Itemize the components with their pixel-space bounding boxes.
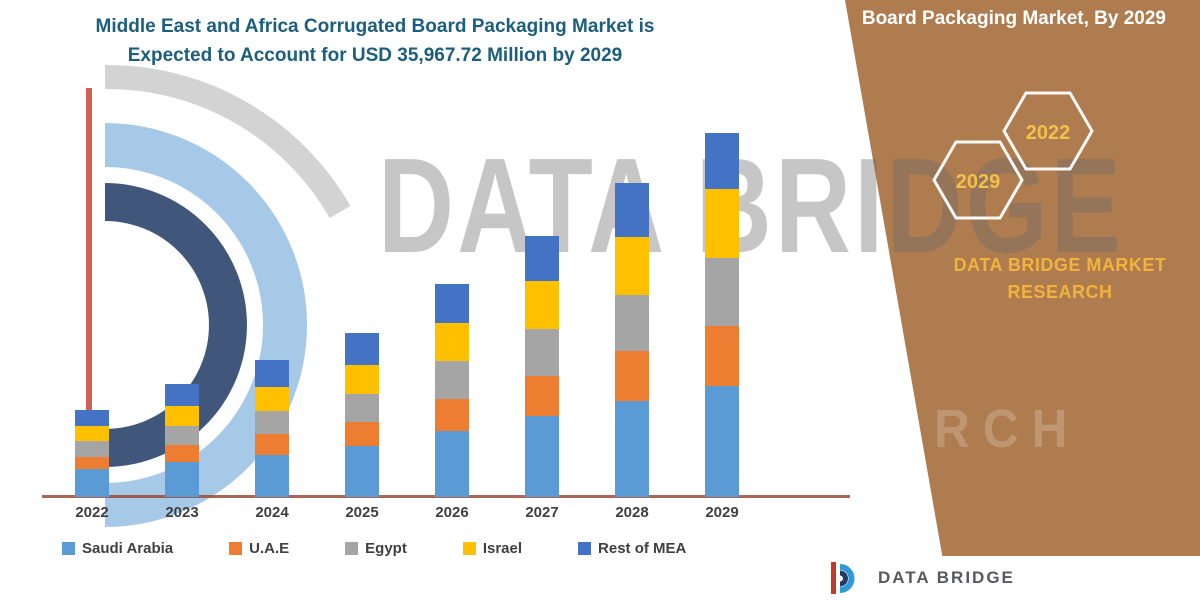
legend-item-egypt: Egypt [345, 540, 407, 557]
bar-2027 [525, 235, 559, 497]
x-axis-label-2026: 2026 [435, 504, 469, 521]
bar-segment-u-a-e [75, 456, 109, 469]
x-axis-label-2025: 2025 [345, 504, 379, 521]
bar-segment-israel [255, 386, 289, 412]
bar-segment-saudi-arabia [705, 385, 739, 497]
bar-segment-saudi-arabia [525, 416, 559, 497]
x-axis-label-2028: 2028 [615, 504, 649, 521]
footer-logo-text: DATA BRIDGE [878, 568, 1015, 587]
bar-segment-saudi-arabia [435, 431, 469, 497]
bar-segment-rest-of-mea [75, 410, 109, 427]
bar-segment-egypt [615, 294, 649, 352]
footer-logo-strip: DATA BRIDGE [700, 556, 1200, 600]
bar-segment-rest-of-mea [165, 383, 199, 407]
bar-2028 [615, 183, 649, 497]
legend-swatch-u-a-e [229, 542, 243, 555]
bar-segment-egypt [165, 426, 199, 446]
bar-segment-u-a-e [615, 351, 649, 401]
legend-swatch-egypt [345, 542, 359, 555]
data-bridge-logo-icon [831, 562, 855, 594]
chart-legend: Saudi Arabia U.A.E Egypt Israel Rest of MEA [62, 540, 686, 557]
bar-2024 [255, 360, 289, 497]
legend-label-u-a-e: U.A.E [249, 540, 290, 557]
legend-swatch-israel [462, 542, 476, 555]
bar-segment-u-a-e [255, 434, 289, 455]
bar-segment-saudi-arabia [165, 461, 199, 497]
legend-swatch-saudi-arabia [62, 542, 75, 555]
chart-title: Middle East and Africa Corrugated Board … [55, 12, 695, 70]
legend-swatch-rest-of-mea [578, 542, 592, 555]
brand-text-line2: RESEARCH [1007, 282, 1113, 302]
bar-segment-rest-of-mea [435, 284, 469, 323]
bar-segment-egypt [345, 393, 379, 423]
side-panel-title: Board Packaging Market, By 2029 [861, 8, 1166, 29]
bar-2025 [345, 333, 379, 497]
bar-segment-egypt [525, 328, 559, 376]
brand-text-line1: DATA BRIDGE MARKET [953, 255, 1167, 275]
x-axis-label-2027: 2027 [525, 504, 559, 521]
legend-label-israel: Israel [482, 540, 523, 557]
bar-segment-saudi-arabia [345, 446, 379, 497]
bar-segment-rest-of-mea [255, 360, 289, 387]
bar-segment-u-a-e [435, 398, 469, 432]
bar-2023 [165, 383, 199, 497]
bar-segment-u-a-e [165, 445, 199, 462]
hexagon-year-2022: 2022 [1025, 122, 1071, 144]
bar-segment-u-a-e [525, 375, 559, 416]
brand-text: DATA BRIDGE MARKET RESEARCH [928, 252, 1192, 306]
bar-2022 [75, 410, 109, 497]
bar-segment-saudi-arabia [75, 468, 109, 497]
watermark-data-bridge: DATA BRIDGE [378, 130, 1125, 281]
chart-title-line2: Expected to Account for USD 35,967.72 Mi… [127, 45, 623, 66]
legend-item-rest-of-mea: Rest of MEA [578, 540, 686, 557]
bar-segment-israel [435, 322, 469, 362]
bar-segment-u-a-e [705, 326, 739, 386]
x-axis-label-2029: 2029 [705, 504, 739, 521]
bar-segment-u-a-e [345, 422, 379, 447]
bar-segment-rest-of-mea [705, 133, 739, 190]
bar-segment-saudi-arabia [255, 454, 289, 497]
hexagon-year-2029: 2029 [955, 171, 1001, 193]
legend-label-rest-of-mea: Rest of MEA [598, 540, 687, 557]
hexagon-outlines-icon [932, 91, 1094, 220]
bar-segment-israel [345, 364, 379, 394]
legend-item-israel: Israel [462, 540, 523, 557]
bar-segment-egypt [705, 258, 739, 327]
legend-item-u-a-e: U.A.E [229, 540, 289, 557]
bar-segment-rest-of-mea [525, 235, 559, 282]
x-axis-label-2022: 2022 [75, 504, 109, 521]
bar-segment-egypt [75, 441, 109, 457]
bar-segment-rest-of-mea [345, 333, 379, 365]
bar-segment-egypt [435, 361, 469, 399]
bar-segment-israel [705, 189, 739, 259]
bar-segment-rest-of-mea [615, 183, 649, 237]
bar-segment-saudi-arabia [615, 400, 649, 497]
bar-segment-israel [165, 406, 199, 427]
chart-title-line1: Middle East and Africa Corrugated Board … [95, 16, 655, 37]
bar-segment-israel [525, 281, 559, 329]
legend-item-saudi-arabia: Saudi Arabia [62, 540, 173, 557]
bar-segment-israel [75, 426, 109, 442]
plot-area [45, 100, 845, 497]
bar-segment-israel [615, 236, 649, 295]
bar-2026 [435, 284, 469, 497]
bar-2029 [705, 133, 739, 497]
legend-label-egypt: Egypt [365, 540, 407, 557]
legend-label-saudi-arabia: Saudi Arabia [82, 540, 174, 557]
bar-segment-egypt [255, 411, 289, 435]
x-axis-label-2023: 2023 [165, 504, 199, 521]
x-axis-label-2024: 2024 [255, 504, 289, 521]
